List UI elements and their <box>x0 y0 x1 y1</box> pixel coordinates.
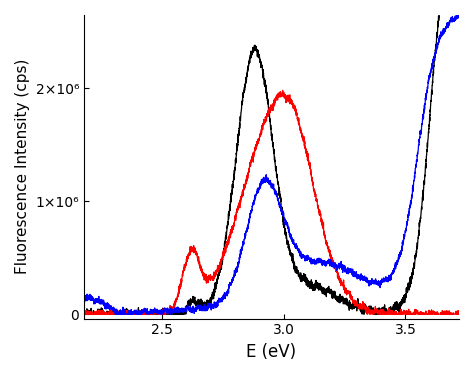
X-axis label: E (eV): E (eV) <box>246 343 297 361</box>
Y-axis label: Fluorescence Intensity (cps): Fluorescence Intensity (cps) <box>15 59 30 274</box>
